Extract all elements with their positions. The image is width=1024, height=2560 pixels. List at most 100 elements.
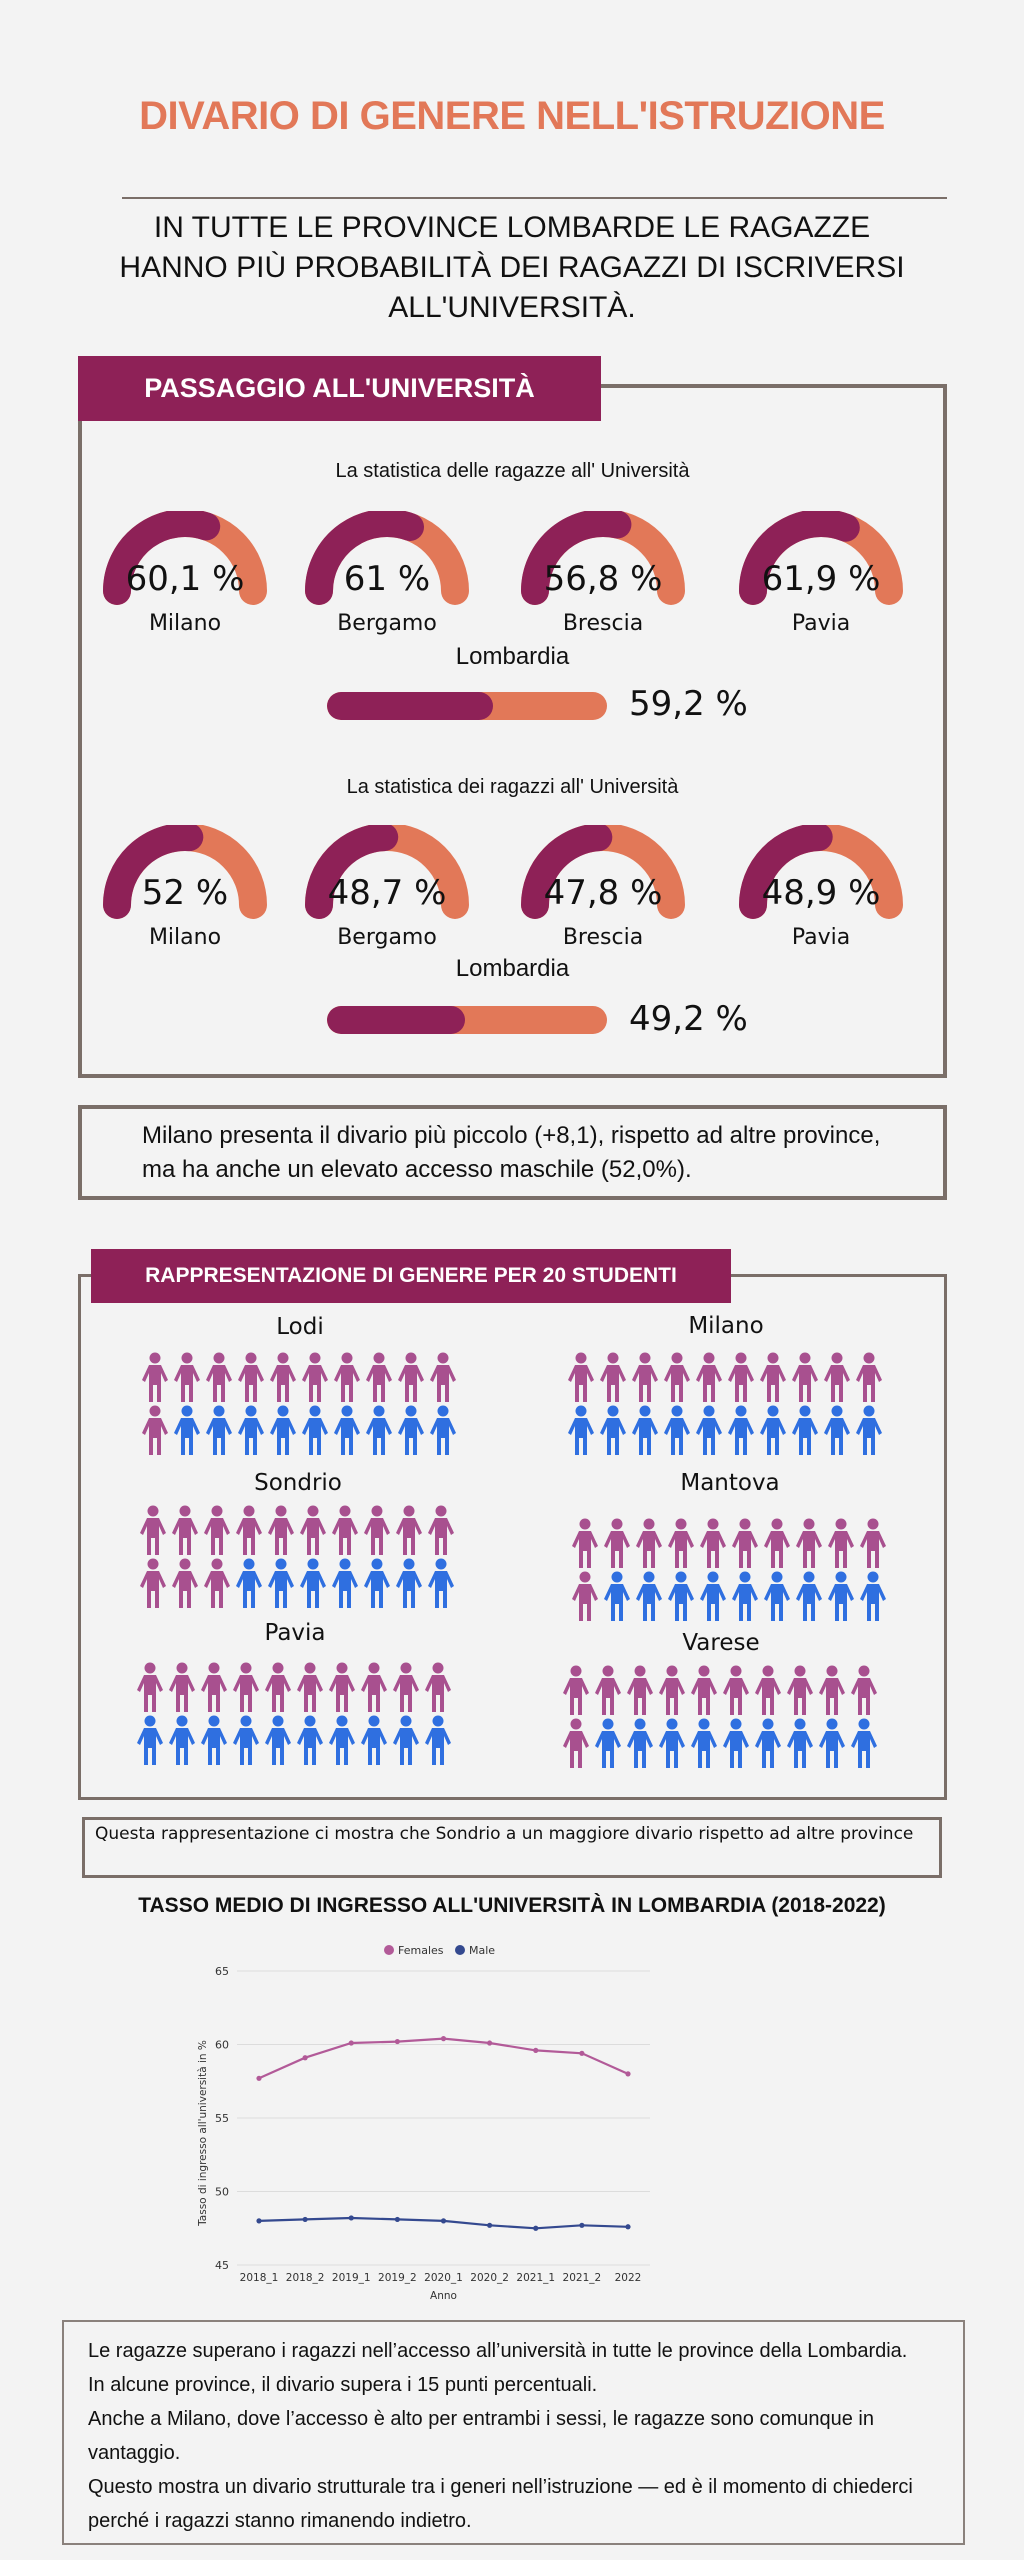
legend-marker [455, 1945, 465, 1955]
gauge-arc [103, 511, 267, 605]
female-person-icon [329, 1662, 355, 1712]
female-person-icon [664, 1352, 690, 1402]
male-person-icon [265, 1715, 291, 1765]
gauge-city: Brescia [562, 925, 644, 950]
subtitle: In tutte le province lombarde le ragazze… [119, 211, 905, 324]
male-person-icon [659, 1718, 685, 1768]
female-person-icon [172, 1505, 198, 1555]
representation-caption: Questa rappresentazione ci mostra che So… [82, 1817, 942, 1878]
female-person-icon [238, 1352, 264, 1402]
female-person-icon [169, 1662, 195, 1712]
group-row-pavia [135, 1715, 453, 1765]
female-person-icon [393, 1662, 419, 1712]
female-person-icon [572, 1518, 598, 1568]
gauge-arc [521, 511, 685, 605]
gauge-pavia: 48,9 % Pavia [736, 825, 906, 950]
female-person-icon [787, 1665, 813, 1715]
y-tick-label: 55 [215, 2112, 229, 2125]
female-person-icon [430, 1352, 456, 1402]
x-tick-label: 2019_2 [378, 2272, 417, 2284]
group-row-milano [566, 1352, 884, 1402]
gauge-arc [305, 511, 469, 605]
female-person-icon [792, 1352, 818, 1402]
chart-title: TASSO MEDIO DI INGRESSO ALL'UNIVERSITÀ I… [138, 1894, 886, 1917]
female-person-icon [236, 1505, 262, 1555]
gauge-arc [739, 511, 903, 605]
male-region-bar [327, 1006, 607, 1034]
x-tick-label: 2022 [615, 2272, 642, 2284]
female-person-icon [268, 1505, 294, 1555]
gauge-value: 48,7 % [327, 873, 447, 913]
male-person-icon [425, 1715, 451, 1765]
male-person-icon [851, 1718, 877, 1768]
x-tick-label: 2018_1 [240, 2272, 279, 2284]
gauge-pavia: 61,9 % Pavia [736, 511, 906, 636]
representation-banner-label: RAPPRESENTAZIONE DI GENERE PER 20 STUDEN… [145, 1264, 677, 1287]
male-person-icon [334, 1405, 360, 1455]
female-region-bar-fill [327, 692, 493, 720]
female-person-icon [636, 1518, 662, 1568]
female-person-icon [137, 1662, 163, 1712]
male-person-icon [233, 1715, 259, 1765]
data-point-females [487, 2040, 493, 2046]
gauge-fill [521, 825, 613, 919]
female-stats-title: La statistica delle ragazze all' Univers… [335, 460, 690, 482]
female-person-icon [201, 1662, 227, 1712]
female-person-icon [604, 1518, 630, 1568]
male-person-icon [700, 1571, 726, 1621]
x-tick-label: 2020_2 [470, 2272, 509, 2284]
data-point-females [625, 2071, 631, 2077]
male-person-icon [668, 1571, 694, 1621]
group-row-pavia [135, 1662, 453, 1712]
passaggio-banner: PASSAGGIO ALL'UNIVERSITÀ [78, 356, 601, 421]
female-person-icon [364, 1505, 390, 1555]
female-person-icon [563, 1665, 589, 1715]
group-row-milano [566, 1405, 884, 1455]
male-person-icon [428, 1558, 454, 1608]
female-person-icon [366, 1352, 392, 1402]
female-person-icon [627, 1665, 653, 1715]
male-person-icon [664, 1405, 690, 1455]
gauge-arc [521, 825, 685, 919]
male-person-icon [332, 1558, 358, 1608]
female-person-icon [265, 1662, 291, 1712]
female-person-icon [204, 1505, 230, 1555]
male-person-icon [627, 1718, 653, 1768]
female-person-icon [819, 1665, 845, 1715]
gauge-city: Milano [148, 925, 222, 950]
male-person-icon [792, 1405, 818, 1455]
female-person-icon [425, 1662, 451, 1712]
female-person-icon [659, 1665, 685, 1715]
gauge-fill [521, 511, 632, 605]
x-tick-label: 2020_1 [424, 2272, 463, 2284]
female-person-icon [174, 1352, 200, 1402]
gauge-brescia: 56,8 % Brescia [518, 511, 688, 636]
male-person-icon [169, 1715, 195, 1765]
male-person-icon [595, 1718, 621, 1768]
gauge-city: Brescia [562, 611, 644, 636]
milano-note-box: Milano presenta il divario più piccolo (… [78, 1105, 947, 1200]
male-person-icon [174, 1405, 200, 1455]
group-label: Varese [682, 1630, 760, 1656]
female-person-icon [206, 1352, 232, 1402]
female-person-icon [568, 1352, 594, 1402]
female-person-icon [270, 1352, 296, 1402]
legend-label: Females [398, 1944, 444, 1957]
female-person-icon [142, 1352, 168, 1402]
female-person-icon [728, 1352, 754, 1402]
male-person-icon [691, 1718, 717, 1768]
group-label: Sondrio [254, 1470, 342, 1496]
female-person-icon [632, 1352, 658, 1402]
female-person-icon [828, 1518, 854, 1568]
group-label: Mantova [680, 1470, 780, 1496]
data-point-male [348, 2215, 354, 2221]
data-point-male [625, 2224, 631, 2230]
male-person-icon [268, 1558, 294, 1608]
gauge-value: 61 % [343, 559, 431, 599]
male-person-icon [206, 1405, 232, 1455]
male-person-icon [366, 1405, 392, 1455]
data-point-male [579, 2222, 585, 2228]
data-point-females [256, 2075, 262, 2081]
line-chart: 45 50 55 60 65 2018_1 2018_2 2019_1 2019_2 2020_1… [197, 1944, 650, 2302]
male-person-icon [393, 1715, 419, 1765]
